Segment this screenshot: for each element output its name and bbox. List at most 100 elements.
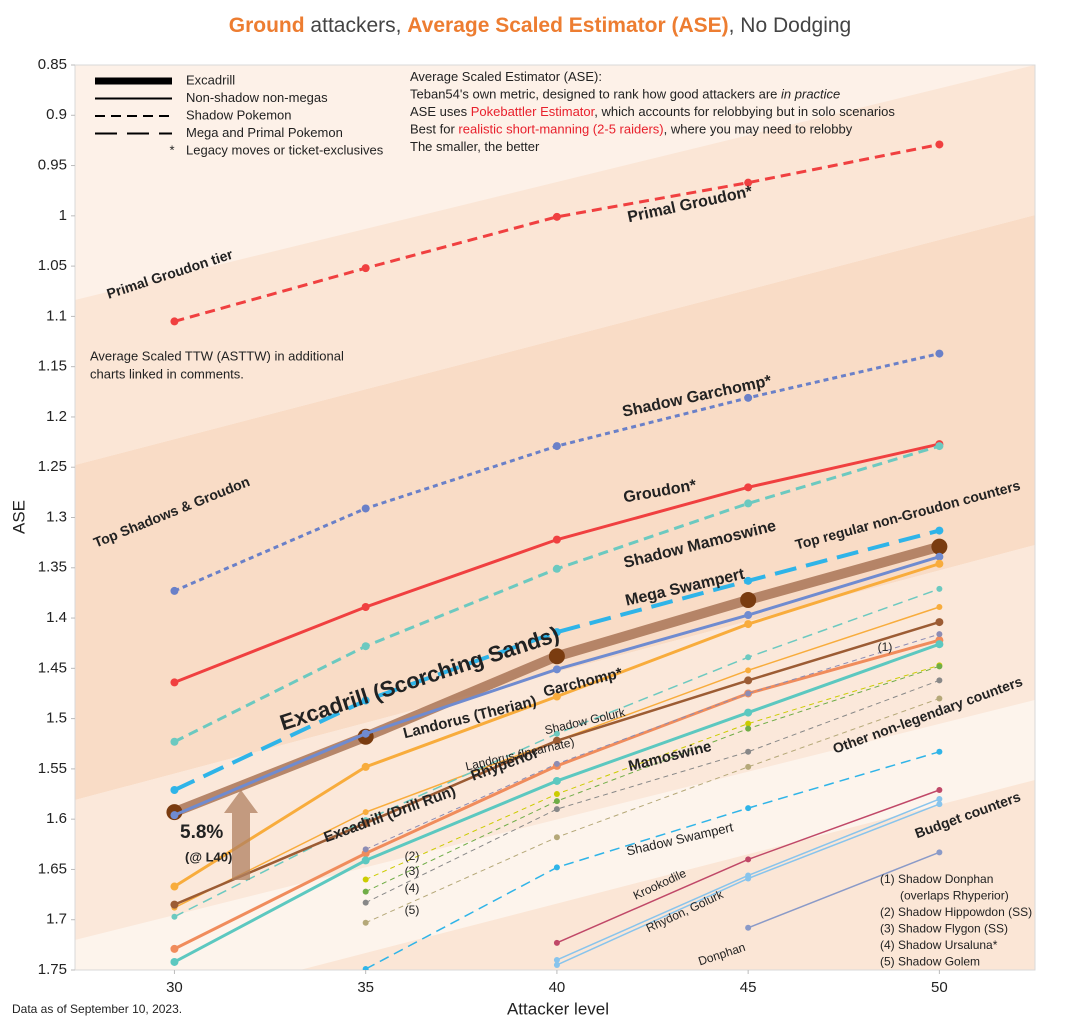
data-point	[936, 849, 943, 856]
info-part: The smaller, the better	[410, 139, 540, 154]
data-point	[744, 611, 753, 620]
y-tick-label: 1.05	[38, 257, 67, 274]
data-point	[745, 805, 752, 812]
legend-symbol: *	[169, 142, 174, 157]
data-point	[170, 737, 179, 746]
data-point	[361, 504, 370, 513]
data-point	[936, 677, 943, 684]
data-point	[936, 801, 943, 808]
data-point	[552, 212, 561, 221]
data-point	[745, 667, 752, 674]
data-point	[552, 776, 561, 785]
data-point	[936, 585, 943, 592]
legend-label: Excadrill	[186, 72, 235, 87]
x-tick-label: 30	[166, 979, 183, 996]
data-point	[362, 809, 369, 816]
marker-label: (1)	[878, 640, 893, 654]
data-point	[936, 631, 943, 638]
key-entry: (3) Shadow Flygon (SS)	[880, 922, 1008, 936]
info-part: in practice	[781, 87, 840, 102]
data-point	[553, 864, 560, 871]
series-layer	[166, 140, 948, 970]
data-point	[552, 535, 561, 544]
legend-label: Legacy moves or ticket-exclusives	[186, 142, 384, 157]
legend-label: Shadow Pokemon	[186, 107, 292, 122]
data-point	[935, 526, 944, 535]
data-point	[362, 899, 369, 906]
data-point	[744, 178, 753, 187]
gain: 5.8%	[180, 822, 223, 843]
y-tick-label: 1.2	[46, 408, 67, 425]
y-tick-label: 1	[59, 207, 67, 224]
y-tick-label: 1.7	[46, 911, 67, 928]
data-point	[361, 819, 370, 828]
chart-title: Ground attackers, Average Scaled Estimat…	[229, 14, 851, 37]
y-tick-label: 0.85	[38, 56, 67, 73]
info-line: Best for realistic short-manning (2-5 ra…	[410, 122, 853, 137]
info-line: Teban54's own metric, designed to rank h…	[410, 87, 840, 102]
marker-label: (4)	[405, 881, 420, 895]
data-point	[553, 760, 560, 767]
y-tick-label: 1.4	[46, 609, 67, 626]
band	[300, 780, 1035, 970]
data-point	[553, 834, 560, 841]
note: charts linked in comments.	[90, 366, 244, 381]
data-point	[553, 791, 560, 798]
info-part: , where you may need to relobby	[664, 122, 853, 137]
title-part: , No Dodging	[729, 14, 852, 37]
data-point	[745, 690, 752, 697]
data-point	[552, 736, 561, 745]
marker-label: (3)	[405, 864, 420, 878]
series-line	[365, 698, 940, 924]
data-point	[170, 786, 179, 795]
info-part: , which accounts for relobbying but in s…	[594, 104, 895, 119]
data-point	[170, 944, 179, 953]
data-point	[170, 957, 179, 966]
y-tick-label: 1.1	[46, 307, 67, 324]
series-line	[173, 528, 940, 792]
y-tick-label: 1.35	[38, 559, 67, 576]
data-point	[362, 888, 369, 895]
data-point	[745, 748, 752, 755]
data-point	[362, 919, 369, 926]
data-point	[170, 900, 179, 909]
data-point	[170, 811, 179, 820]
data-point	[936, 695, 943, 702]
gain-arrow	[224, 790, 258, 880]
band	[75, 65, 1035, 465]
title-part: Ground	[229, 14, 305, 37]
data-point	[362, 846, 369, 853]
data-point	[931, 538, 948, 555]
x-tick-label: 45	[740, 979, 757, 996]
note: Average Scaled TTW (ASTTW) in additional	[90, 348, 344, 363]
y-tick-label: 1.3	[46, 508, 67, 525]
data-point	[744, 676, 753, 685]
data-point	[745, 763, 752, 770]
data-point	[935, 618, 944, 627]
data-point	[553, 956, 560, 963]
data-point	[361, 602, 370, 611]
series-line	[365, 664, 940, 880]
key-entry: (1) Shadow Donphan	[880, 872, 993, 886]
data-point	[552, 665, 561, 674]
data-point	[935, 140, 944, 149]
series-line	[365, 751, 940, 970]
x-tick-label: 40	[549, 979, 566, 996]
series-line	[365, 633, 940, 850]
gain-note: (@ L40)	[185, 849, 232, 864]
data-point	[170, 317, 179, 326]
data-point	[935, 552, 944, 561]
legend-label: Mega and Primal Pokemon	[186, 125, 343, 140]
data-point	[744, 708, 753, 717]
x-axis-label: Attacker level	[507, 999, 609, 1018]
data-point	[935, 559, 944, 568]
data-point	[935, 349, 944, 358]
data-point	[552, 692, 561, 701]
series-line	[365, 679, 940, 904]
data-point	[744, 393, 753, 402]
info-line: Average Scaled Estimator (ASE):	[410, 69, 602, 84]
legend-label: Non-shadow non-megas	[186, 90, 328, 105]
y-tick-label: 0.95	[38, 157, 67, 174]
x-tick-label: 35	[357, 979, 374, 996]
